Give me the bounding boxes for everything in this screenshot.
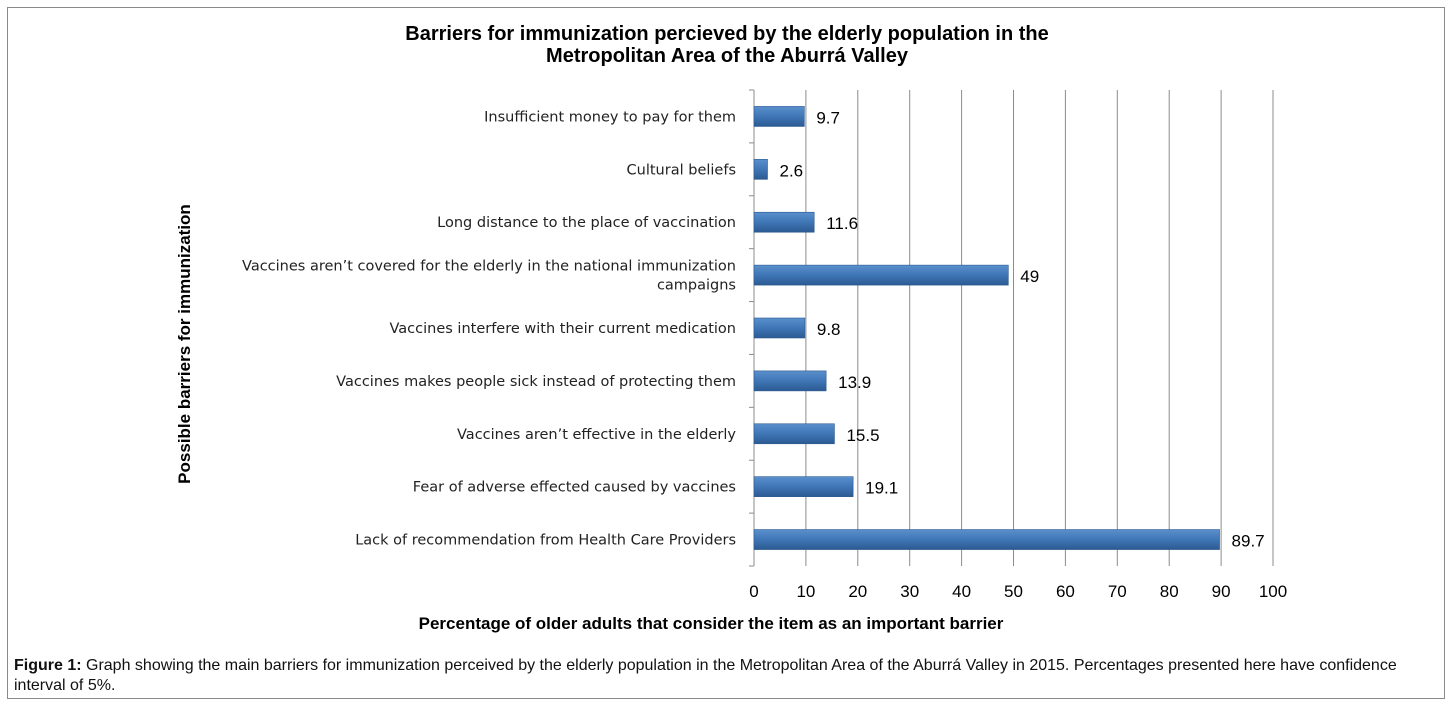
caption-text: Graph showing the main barriers for immu… [14,657,1397,694]
data-label: 89.7 [1232,532,1265,551]
category-label: Insufficient money to pay for them [484,109,736,125]
x-tick-label: 100 [1259,582,1287,601]
category-labels: Insufficient money to pay for them Cultur… [242,109,736,548]
category-label: Vaccines makes people sick instead of pr… [336,374,736,390]
figure-caption: Figure 1: Graph showing the main barrier… [14,656,1434,696]
caption-label: Figure 1: [14,657,82,674]
data-label: 9.7 [816,108,840,127]
category-label: Vaccines aren’t effective in the elderly [457,427,736,443]
bar [753,370,827,392]
bar [753,264,1009,286]
x-tick-label: 10 [796,582,815,601]
category-label: Vaccines aren’t covered for the elderly … [242,259,736,275]
grid-lines [749,89,1274,567]
x-tick-label: 0 [749,582,758,601]
x-tick-label: 50 [1004,582,1023,601]
bar [753,159,768,180]
x-tick-label: 60 [1056,582,1075,601]
bar [753,211,815,233]
chart-title-line: Metropolitan Area of the Aburrá Valley [546,45,909,67]
figure-frame: Barriers for immunization percieved by t… [7,7,1445,699]
category-label: campaigns [657,278,736,294]
data-label: 13.9 [838,373,871,392]
chart-title-line: Barriers for immunization percieved by t… [405,23,1048,45]
bar-chart: Barriers for immunization percieved by t… [175,23,1287,633]
data-label: 9.8 [817,320,841,339]
data-label: 2.6 [779,161,803,180]
x-tick-label: 80 [1160,582,1179,601]
data-labels: 9.7 2.6 11.6 49 9.8 13.9 15.5 19.1 89.7 [779,108,1264,550]
x-axis-title: Percentage of older adults that consider… [419,614,1004,633]
x-tick-label: 70 [1108,582,1127,601]
x-tick-label: 20 [848,582,867,601]
x-tick-label: 90 [1212,582,1231,601]
y-axis-title: Possible barriers for immunization [175,204,194,484]
bar [753,317,806,339]
data-label: 11.6 [826,214,858,233]
category-label: Vaccines interfere with their current me… [389,321,736,337]
bars [753,106,1220,550]
x-tick-label: 30 [900,582,919,601]
category-label: Lack of recommendation from Health Care … [355,533,736,549]
x-tick-labels: 0 10 20 30 40 50 60 70 80 90 100 [749,582,1287,601]
x-tick-label: 40 [952,582,971,601]
bar [753,423,835,445]
category-label: Cultural beliefs [627,162,736,178]
category-label: Fear of adverse effected caused by vacci… [413,480,736,496]
category-label: Long distance to the place of vaccinatio… [437,215,736,231]
data-label: 19.1 [865,479,898,498]
bar [753,476,854,497]
data-label: 15.5 [846,426,879,445]
chart-title: Barriers for immunization percieved by t… [405,23,1048,67]
bar [753,106,805,127]
data-label: 49 [1020,267,1039,286]
bar [753,529,1220,550]
